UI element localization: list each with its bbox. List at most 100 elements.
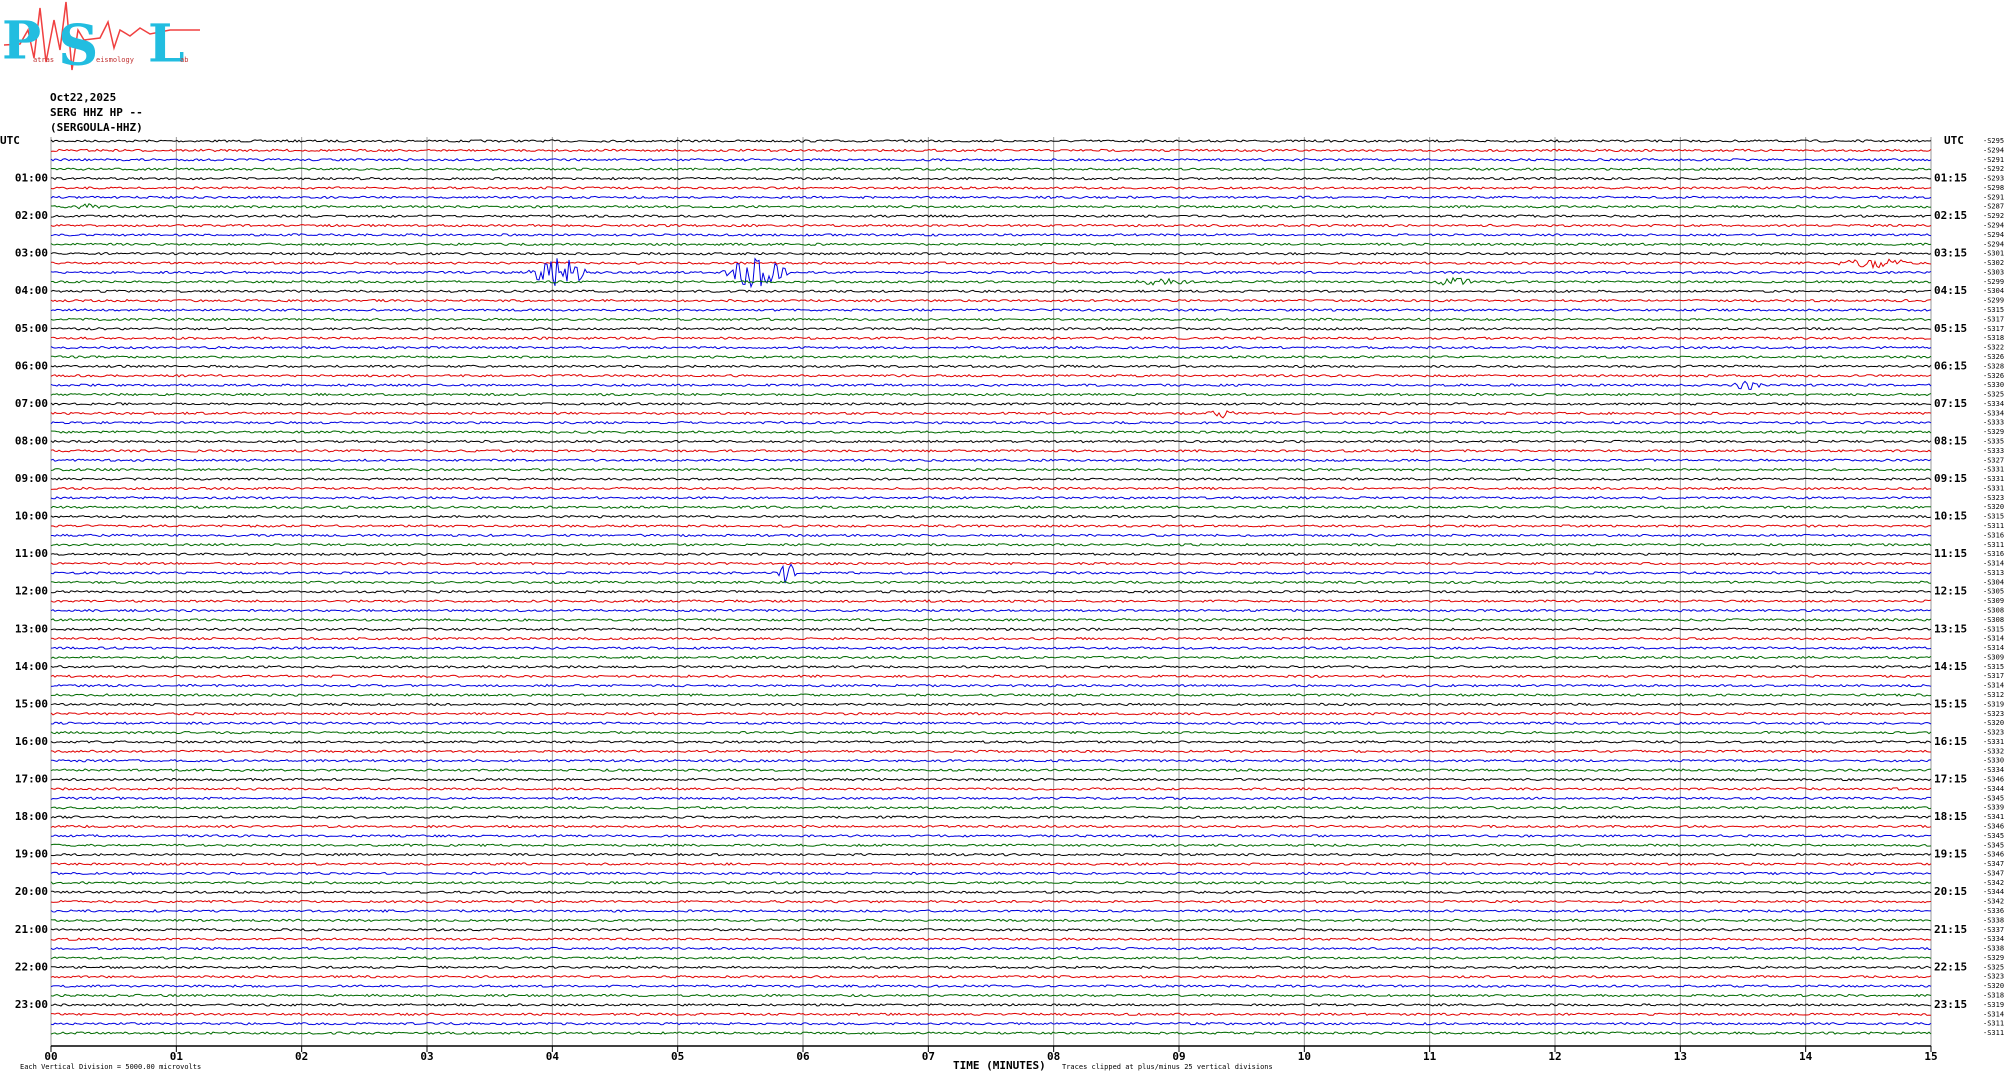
trace	[50, 505, 1932, 510]
trace-label: -S311	[1983, 1020, 2004, 1028]
trace	[50, 392, 1932, 397]
trace-label: -S327	[1983, 456, 2004, 464]
x-tick-label: 07	[922, 1050, 935, 1063]
trace-label: -S326	[1983, 353, 2004, 361]
right-time-label: 14:15	[1934, 660, 1967, 673]
trace-label: -S303	[1983, 268, 2004, 276]
trace	[50, 815, 1931, 819]
trace-label: -S345	[1983, 794, 2004, 802]
left-time-label: 08:00	[15, 434, 48, 447]
trace-label: -S304	[1983, 287, 2004, 295]
trace-label: -S301	[1983, 250, 2004, 258]
trace-label: -S329	[1983, 428, 2004, 436]
left-time-label: 11:00	[15, 547, 48, 560]
trace	[50, 552, 1932, 556]
right-time-label: 15:15	[1934, 697, 1967, 710]
right-time-label: 08:15	[1934, 434, 1967, 447]
trace-label: -S317	[1983, 325, 2004, 333]
trace-label: -S334	[1983, 935, 2004, 943]
trace-label: -S334	[1983, 766, 2004, 774]
trace	[50, 946, 1932, 951]
trace-label: -S315	[1983, 306, 2004, 314]
x-tick-label: 04	[546, 1050, 560, 1063]
site: (SERGOULA-HHZ)	[50, 121, 143, 134]
trace	[50, 655, 1932, 660]
trace	[50, 712, 1932, 716]
trace	[50, 665, 1932, 669]
trace	[50, 683, 1932, 688]
logo-letter: S	[58, 13, 98, 79]
trace-label: -S294	[1983, 231, 2004, 239]
x-tick-label: 10	[1298, 1050, 1311, 1063]
trace	[50, 974, 1932, 979]
trace	[50, 918, 1932, 923]
right-time-label: 09:15	[1934, 472, 1967, 485]
trace-label: -S331	[1983, 475, 2004, 483]
left-time-label: 05:00	[15, 322, 48, 335]
trace-label: -S305	[1983, 588, 2004, 596]
trace-label: -S314	[1983, 682, 2004, 690]
trace	[50, 410, 1932, 419]
trace	[50, 524, 1932, 528]
x-tick-label: 12	[1548, 1050, 1561, 1063]
trace	[50, 636, 1932, 641]
trace-label: -S336	[1983, 907, 2004, 915]
trace	[50, 777, 1932, 782]
trace-label: -S339	[1983, 804, 2004, 812]
x-tick-label: 15	[1924, 1050, 1937, 1063]
trace	[50, 937, 1931, 941]
trace	[50, 336, 1932, 341]
right-time-label: 06:15	[1934, 359, 1967, 372]
trace-label: -S317	[1983, 672, 2004, 680]
trace	[50, 258, 1932, 270]
trace	[50, 298, 1932, 303]
trace	[50, 251, 1932, 256]
trace-label: -S346	[1983, 776, 2004, 784]
trace-label: -S346	[1983, 822, 2004, 830]
right-time-label: 03:15	[1934, 247, 1967, 260]
right-time-label: 12:15	[1934, 585, 1967, 598]
logo-text: eismology	[96, 56, 134, 64]
right-time-label: 16:15	[1934, 735, 1967, 748]
trace	[50, 1021, 1932, 1026]
trace-label: -S319	[1983, 1001, 2004, 1009]
trace	[50, 317, 1932, 322]
trace	[50, 787, 1932, 791]
trace	[50, 380, 1932, 391]
trace-label: -S345	[1983, 841, 2004, 849]
right-time-label: 10:15	[1934, 510, 1967, 523]
trace-label: -S345	[1983, 832, 2004, 840]
trace	[50, 909, 1931, 913]
left-time-label: 03:00	[15, 247, 48, 260]
trace-label: -S315	[1983, 663, 2004, 671]
logo-wave	[3, 1, 200, 71]
left-time-label: 09:00	[15, 472, 48, 485]
trace-label: -S334	[1983, 400, 2004, 408]
right-time-label: 01:15	[1934, 172, 1967, 185]
trace-label: -S291	[1983, 156, 2004, 164]
date: Oct22,2025	[50, 91, 116, 104]
x-tick-label: 09	[1172, 1050, 1185, 1063]
trace-label: -S309	[1983, 653, 2004, 661]
trace-label: -S338	[1983, 916, 2004, 924]
left-time-label: 17:00	[15, 773, 48, 786]
x-tick-label: 11	[1423, 1050, 1437, 1063]
trace-label: -S341	[1983, 813, 2004, 821]
x-tick-label: 06	[796, 1050, 810, 1063]
trace	[50, 477, 1932, 481]
left-time-label: 07:00	[15, 397, 48, 410]
right-time-label: 19:15	[1934, 848, 1967, 861]
trace	[50, 242, 1932, 247]
trace	[50, 486, 1931, 491]
trace	[50, 563, 1932, 584]
right-time-label: 22:15	[1934, 960, 1967, 973]
trace-label: -S318	[1983, 991, 2004, 999]
x-tick-label: 03	[420, 1050, 433, 1063]
left-time-label: 13:00	[15, 622, 48, 635]
x-tick-label: 14	[1799, 1050, 1813, 1063]
trace-label: -S320	[1983, 982, 2004, 990]
trace-label: -S314	[1983, 1010, 2004, 1018]
trace	[50, 345, 1932, 350]
x-tick-label: 08	[1047, 1050, 1060, 1063]
left-time-label: 04:00	[15, 284, 48, 297]
